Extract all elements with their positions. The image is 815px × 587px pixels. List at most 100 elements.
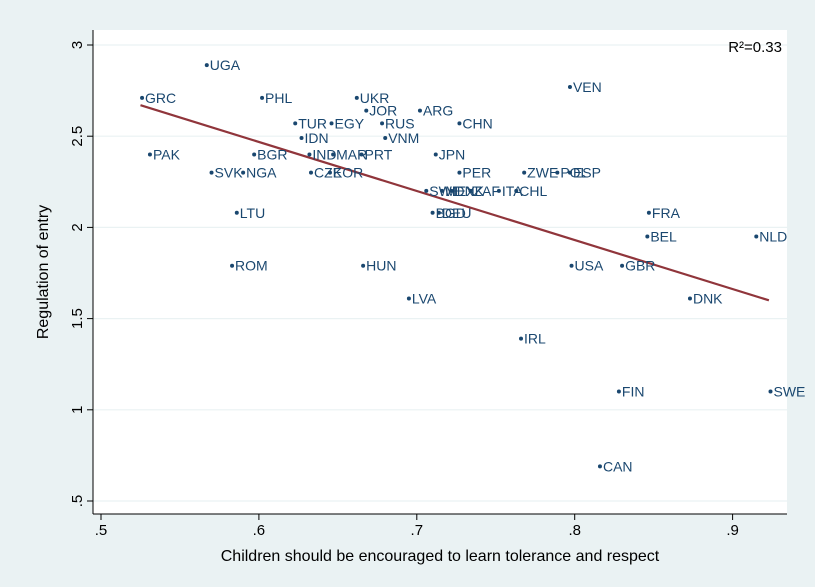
data-point [440, 188, 445, 193]
point-label: NLD [759, 229, 787, 245]
point-label: UKR [360, 90, 390, 106]
point-label: SWE [773, 384, 805, 400]
data-point [555, 170, 560, 175]
point-label: HUN [366, 258, 396, 274]
point-label: MEX [445, 183, 476, 199]
y-tick-label: 2.5 [69, 126, 86, 147]
data-point [359, 152, 364, 157]
y-tick-label: 2 [69, 223, 86, 231]
point-label: SWE [429, 183, 461, 199]
data-point [646, 210, 651, 215]
point-label: NGA [246, 165, 277, 181]
data-point [569, 263, 574, 268]
point-label: FRA [652, 205, 681, 221]
data-point [620, 263, 625, 268]
point-label: ARG [423, 103, 453, 119]
point-label: CHN [462, 115, 492, 131]
x-axis-label: Children should be encouraged to learn t… [221, 548, 660, 565]
point-label: RUS [385, 115, 415, 131]
data-point [361, 263, 366, 268]
point-label: JPN [439, 146, 465, 162]
point-label: LVA [412, 291, 437, 307]
data-point [645, 234, 650, 239]
data-point [457, 170, 462, 175]
point-label: IDN [305, 130, 329, 146]
data-point [209, 170, 214, 175]
point-label: DNK [693, 291, 723, 307]
y-tick-label: 3 [69, 41, 86, 49]
point-label: PRT [365, 146, 393, 162]
gridlines [93, 44, 787, 502]
fit-line-group [140, 104, 770, 302]
fit-line [140, 104, 770, 302]
data-point [234, 210, 239, 215]
x-tick-label: .6 [253, 522, 266, 539]
data-point [468, 188, 473, 193]
data-point [364, 108, 369, 113]
point-label: POL [560, 165, 588, 181]
point-label: USA [575, 258, 604, 274]
point-label: PER [462, 165, 491, 181]
point-label: CAN [603, 458, 633, 474]
y-tick-label: 1.5 [69, 308, 86, 329]
data-point [241, 170, 246, 175]
point-label: PAK [153, 146, 181, 162]
point-label: ZWE [527, 165, 558, 181]
point-label: MAR [336, 146, 367, 162]
y-tick-label: 1 [69, 406, 86, 414]
point-label: JOR [369, 103, 397, 119]
data-point [436, 210, 441, 215]
point-label: BGR [257, 146, 287, 162]
point-label: KOR [333, 165, 363, 181]
data-point [430, 210, 435, 215]
r-squared-annotation: R²=0.33 [728, 39, 782, 56]
data-point [204, 63, 209, 68]
point-label: VNM [388, 130, 419, 146]
data-point [519, 336, 524, 341]
plot-area [93, 30, 787, 514]
point-label: IRL [524, 331, 546, 347]
point-label: UGA [210, 57, 241, 73]
data-point [293, 121, 298, 126]
point-label: GBR [625, 258, 655, 274]
data-point [616, 389, 621, 394]
point-label: TUR [298, 115, 327, 131]
point-label: EGY [335, 115, 365, 131]
data-point [309, 170, 314, 175]
data-point [260, 95, 265, 100]
point-label: PHL [265, 90, 292, 106]
point-label: FIN [622, 384, 645, 400]
point-label: ESP [573, 165, 601, 181]
data-point [457, 121, 462, 126]
x-tick-label: .5 [95, 522, 108, 539]
point-label: DEU [442, 205, 472, 221]
data-point [496, 188, 501, 193]
data-point [754, 234, 759, 239]
point-label: ROM [235, 258, 268, 274]
x-tick-label: .8 [568, 522, 581, 539]
data-point [329, 121, 334, 126]
data-point [307, 152, 312, 157]
data-point [327, 170, 332, 175]
data-point [230, 263, 235, 268]
data-point [768, 389, 773, 394]
point-label: CHL [519, 183, 547, 199]
data-point [383, 136, 388, 141]
x-tick-label: .7 [411, 522, 424, 539]
point-label: VEN [573, 79, 602, 95]
data-point [331, 152, 336, 157]
data-point [147, 152, 152, 157]
y-tick-label: .5 [69, 495, 86, 508]
data-point [567, 170, 572, 175]
data-point [354, 95, 359, 100]
data-point [140, 95, 145, 100]
point-label: BGD [436, 205, 466, 221]
data-point [433, 152, 438, 157]
point-label: SVK [215, 165, 244, 181]
x-tick-label: .9 [726, 522, 739, 539]
data-point [252, 152, 257, 157]
point-label: IND [312, 146, 336, 162]
data-point [449, 188, 454, 193]
